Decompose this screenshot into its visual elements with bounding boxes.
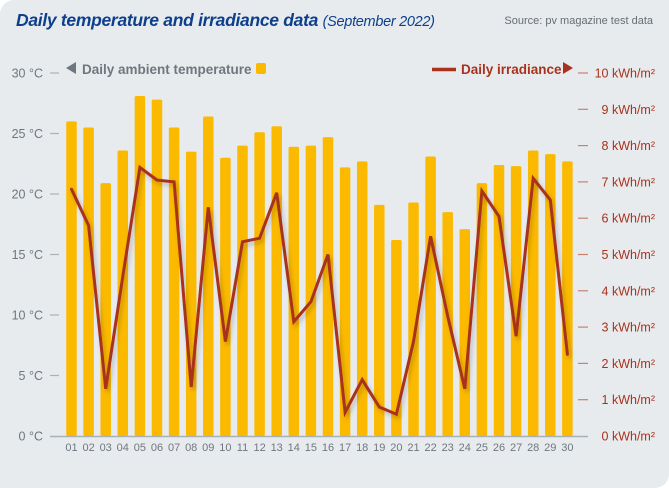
chart-title-main: Daily temperature and irradiance data [16, 10, 319, 30]
right-tick-label: 10 kWh/m² [595, 67, 655, 81]
chart-title-period: (September 2022) [322, 14, 435, 30]
temperature-bar [408, 202, 419, 436]
left-tick-label: 5 °C [19, 369, 43, 383]
temperature-bar [237, 145, 248, 436]
x-tick-label: 25 [476, 442, 488, 454]
x-tick-label: 23 [442, 442, 454, 454]
temperature-bar [220, 157, 231, 436]
temperature-bar [562, 161, 573, 436]
right-tick-label: 1 kWh/m² [602, 393, 655, 407]
temperature-bar [356, 161, 368, 436]
temperature-bars [66, 95, 573, 437]
temperature-bar [100, 183, 111, 436]
x-tick-label: 19 [373, 442, 385, 454]
left-arrow-icon [66, 62, 76, 74]
temperature-bar [134, 95, 146, 437]
temperature-bar [374, 204, 385, 436]
left-tick-label: 30 °C [12, 67, 43, 81]
temperature-bar [425, 156, 436, 437]
irradiance-line [70, 164, 569, 418]
right-tick-label: 3 kWh/m² [602, 321, 655, 335]
x-tick-label: 01 [65, 442, 77, 454]
right-tick-label: 5 kWh/m² [602, 248, 655, 262]
source-note: Source: pv magazine test data [504, 15, 653, 27]
x-tick-label: 09 [202, 442, 214, 454]
right-tick-label: 2 kWh/m² [602, 357, 655, 371]
right-tick-label: 6 kWh/m² [602, 212, 655, 226]
x-tick-label: 17 [339, 442, 351, 454]
x-tick-label: 21 [407, 442, 419, 454]
x-tick-label: 26 [493, 442, 505, 454]
temperature-bar [271, 126, 282, 437]
temperature-bar [339, 167, 351, 436]
temperature-bar [459, 229, 471, 436]
left-tick-label: 15 °C [12, 248, 43, 262]
x-tick-label: 03 [100, 442, 112, 454]
x-tick-label: 30 [561, 442, 573, 454]
x-tick-label: 20 [390, 442, 402, 454]
temperature-bar [322, 137, 334, 436]
temperature-bar [83, 127, 94, 436]
x-tick-label: 27 [510, 442, 522, 454]
temperature-bar [66, 121, 77, 437]
temperature-bar [527, 150, 539, 436]
x-tick-label: 18 [356, 442, 368, 454]
x-tick-label: 05 [134, 442, 146, 454]
legend: Daily ambient temperature Daily irradian… [66, 62, 573, 77]
temperature-bar [203, 116, 214, 436]
temperature-bar [254, 132, 265, 437]
temperature-bar [442, 212, 453, 436]
temperature-bar [288, 146, 300, 436]
x-axis-labels: 01 02 03 04 05 06 07 08 09 10 11 12 13 14 15 16 17 18 19 20… [65, 442, 573, 454]
left-tick-label: 10 °C [12, 309, 43, 323]
x-tick-label: 12 [253, 442, 265, 454]
x-tick-label: 13 [271, 442, 283, 454]
x-tick-label: 24 [459, 442, 471, 454]
x-tick-label: 28 [527, 442, 539, 454]
temperature-bar [510, 166, 522, 437]
temperature-bar [391, 239, 402, 436]
right-tick-label: 7 kWh/m² [602, 175, 655, 189]
legend-temperature-label: Daily ambient temperature [82, 62, 252, 77]
x-tick-label: 04 [117, 442, 129, 454]
left-tick-label: 25 °C [12, 127, 43, 141]
x-tick-label: 16 [322, 442, 334, 454]
right-tick-label: 4 kWh/m² [602, 284, 655, 298]
temperature-bar [305, 145, 317, 436]
temperature-bar [476, 183, 488, 436]
right-axis: 0 kWh/m² 1 kWh/m² 2 kWh/m² 3 kWh/m² 4 kWh/m²… [578, 67, 655, 444]
x-tick-label: 07 [168, 442, 180, 454]
irradiance-line-layer [70, 164, 569, 418]
temperature-bar [185, 151, 197, 436]
legend-temperature-swatch [256, 63, 266, 74]
x-tick-label: 10 [219, 442, 231, 454]
right-tick-label: 9 kWh/m² [602, 103, 655, 117]
right-tick-label: 0 kWh/m² [602, 430, 655, 444]
chart-title: Daily temperature and irradiance data (S… [16, 10, 435, 31]
temperature-bar [493, 164, 505, 436]
legend-irradiance-label: Daily irradiance [461, 62, 562, 77]
x-tick-label: 06 [151, 442, 163, 454]
x-tick-label: 15 [305, 442, 317, 454]
temperature-bar [168, 127, 180, 436]
left-axis: 0 °C 5 °C 10 °C 15 °C 20 °C 25 °C 30 °C [12, 67, 59, 444]
x-tick-label: 29 [544, 442, 556, 454]
right-arrow-icon [563, 62, 573, 74]
x-tick-label: 22 [424, 442, 436, 454]
left-tick-label: 20 °C [12, 188, 43, 202]
x-tick-label: 14 [288, 442, 300, 454]
x-tick-label: 02 [82, 442, 94, 454]
temperature-bar [117, 150, 129, 436]
x-tick-label: 08 [185, 442, 197, 454]
temperature-bar [151, 99, 163, 437]
x-tick-label: 11 [237, 442, 248, 454]
left-tick-label: 0 °C [19, 430, 43, 444]
right-tick-label: 8 kWh/m² [602, 139, 655, 153]
